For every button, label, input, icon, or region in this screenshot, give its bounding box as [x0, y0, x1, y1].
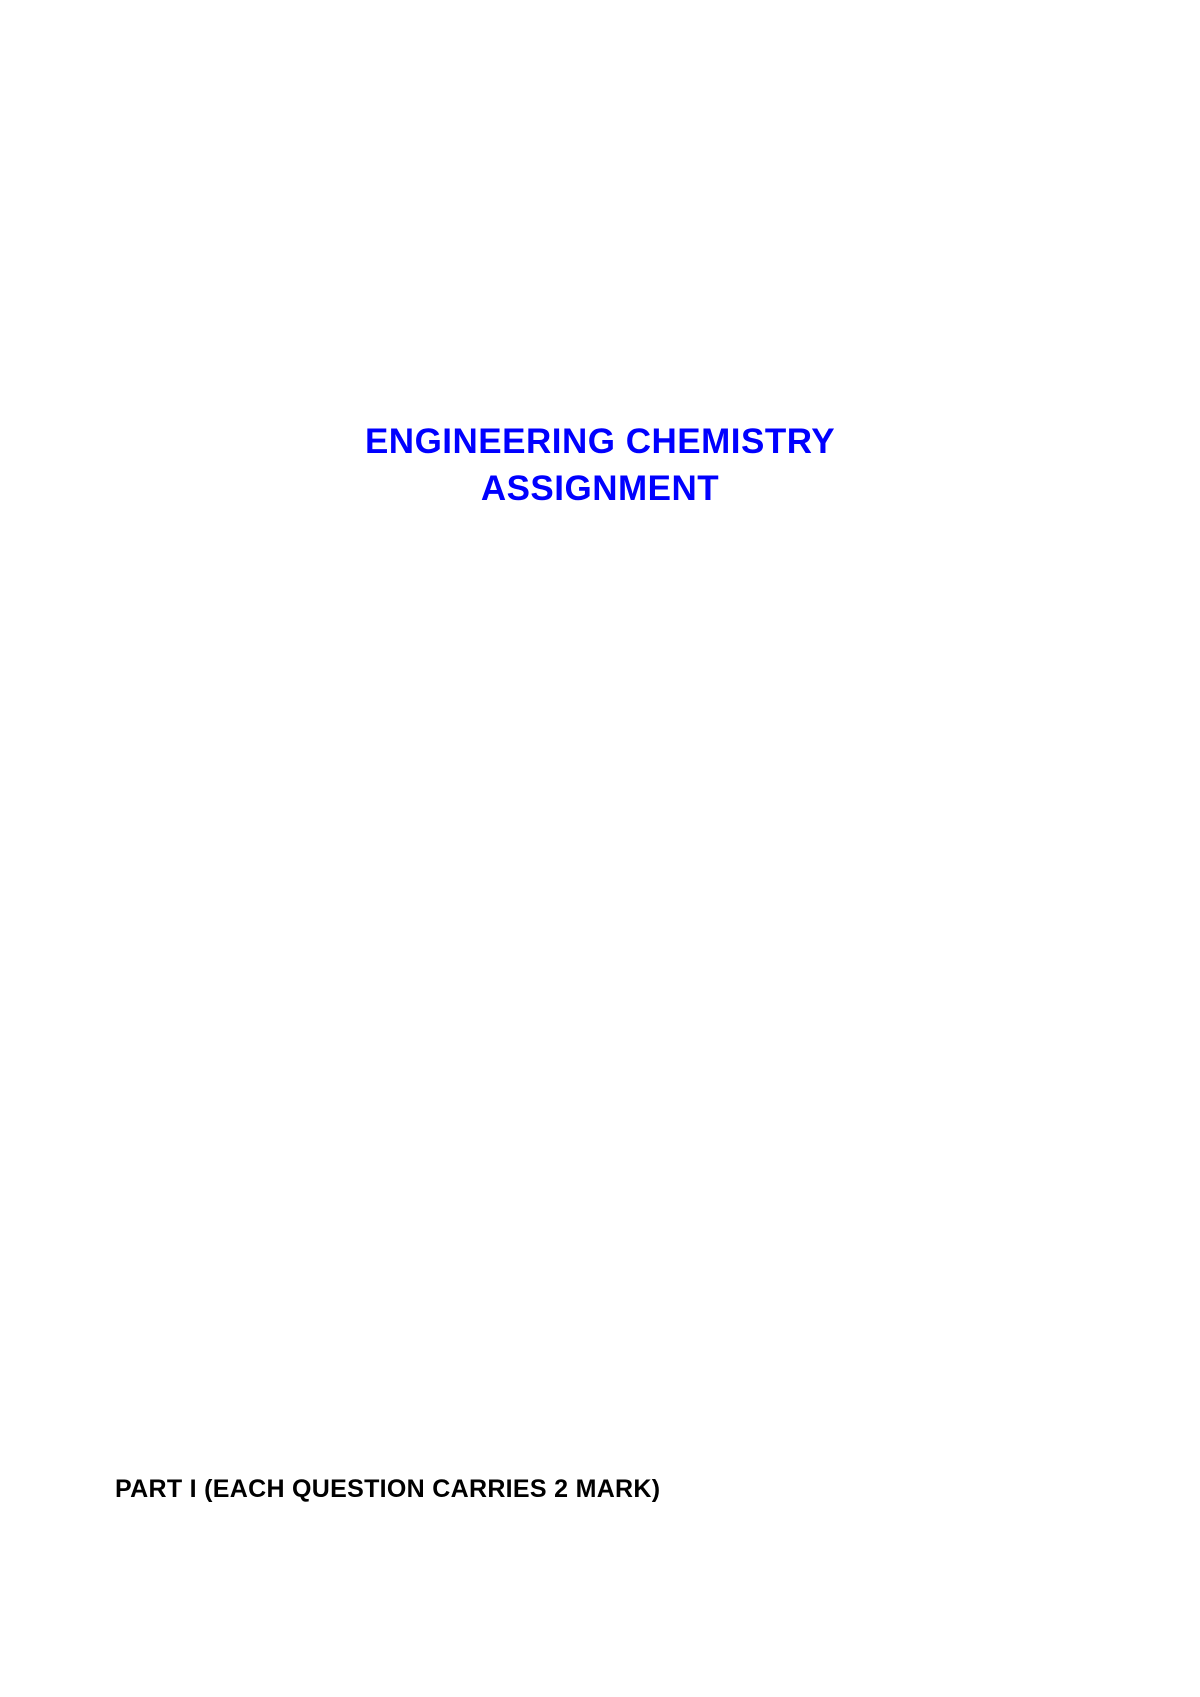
part-heading: PART I (EACH QUESTION CARRIES 2 MARK) [115, 1475, 660, 1504]
title-line-1: ENGINEERING CHEMISTRY [0, 418, 1200, 465]
title-line-2: ASSIGNMENT [0, 465, 1200, 512]
document-title: ENGINEERING CHEMISTRY ASSIGNMENT [0, 418, 1200, 513]
